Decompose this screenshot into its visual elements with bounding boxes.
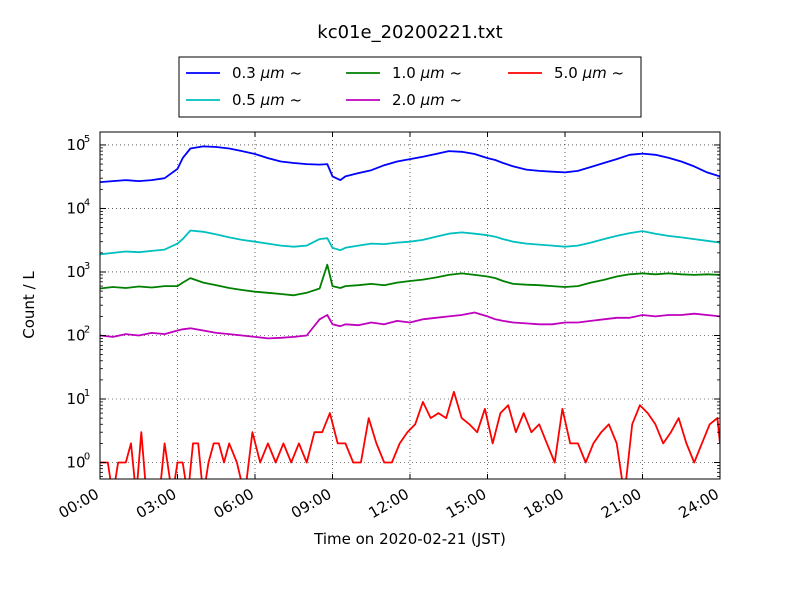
series-line-0 [100, 145, 720, 183]
series-layer [100, 145, 720, 479]
legend: 0.3 μm ~ 0.5 μm ~ 1.0 μm ~ 2.0 μm ~ 5.0 μm ~ [178, 56, 642, 118]
legend-frame [178, 56, 642, 118]
series-line-2 [100, 263, 720, 297]
grid [99, 132, 721, 479]
y-tick-label-exponent: 0 [84, 452, 90, 463]
ticks [99, 132, 721, 479]
y-tick-label-exponent: 4 [84, 197, 90, 208]
legend-label-2: 1.0 μm ~ [392, 64, 462, 82]
y-tick-label: 10 [66, 199, 85, 217]
series-line-4 [100, 390, 720, 479]
series-line-1 [100, 229, 720, 256]
y-axis-label: Count / L [20, 271, 38, 339]
y-tick-label-exponent: 2 [84, 324, 90, 335]
y-tick-label: 10 [66, 454, 85, 472]
x-axis-label: Time on 2020-02-21 (JST) [313, 530, 506, 548]
legend-label-1: 0.5 μm ~ [232, 91, 302, 109]
y-tick-label-exponent: 1 [84, 388, 90, 399]
y-tick-label: 10 [66, 326, 85, 344]
y-tick-label: 10 [66, 390, 85, 408]
y-tick-label-exponent: 5 [84, 134, 90, 145]
y-tick-label: 10 [66, 263, 85, 281]
legend-label-3: 2.0 μm ~ [392, 91, 462, 109]
legend-label-0: 0.3 μm ~ [232, 64, 302, 82]
series-line-3 [100, 311, 720, 340]
y-tick-label-exponent: 3 [84, 261, 90, 272]
y-tick-label: 10 [66, 136, 85, 154]
chart-title: kc01e_20200221.txt [317, 22, 502, 43]
legend-label-4: 5.0 μm ~ [554, 64, 624, 82]
